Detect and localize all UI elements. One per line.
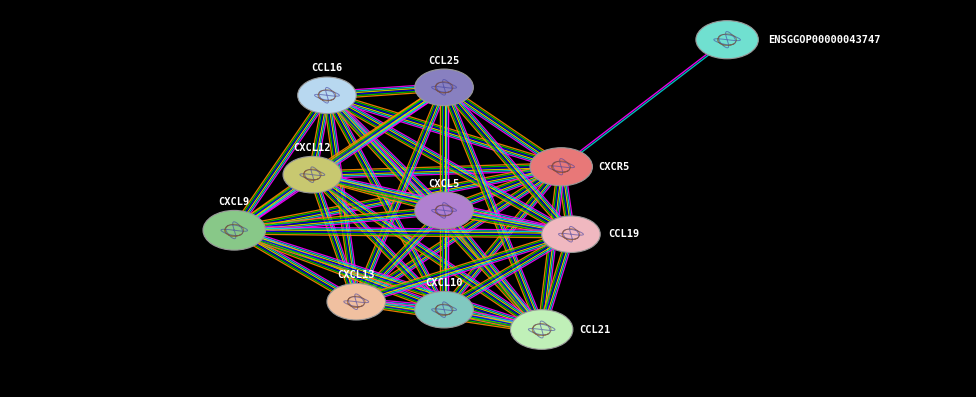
Text: CXCR5: CXCR5 (598, 162, 630, 172)
Text: CCL19: CCL19 (608, 229, 639, 239)
Ellipse shape (203, 210, 265, 250)
Ellipse shape (530, 148, 592, 186)
Text: CXCL10: CXCL10 (426, 278, 463, 288)
Ellipse shape (298, 77, 356, 114)
Ellipse shape (510, 310, 573, 349)
Text: ENSGGOP00000043747: ENSGGOP00000043747 (768, 35, 880, 45)
Ellipse shape (327, 283, 386, 320)
Ellipse shape (542, 216, 600, 252)
Text: CCL25: CCL25 (428, 56, 460, 66)
Ellipse shape (283, 156, 342, 193)
Text: CCL21: CCL21 (579, 324, 610, 335)
Ellipse shape (696, 21, 758, 59)
Ellipse shape (415, 192, 473, 229)
Text: CCL16: CCL16 (311, 64, 343, 73)
Text: CXCL13: CXCL13 (338, 270, 375, 280)
Text: CXCL5: CXCL5 (428, 179, 460, 189)
Ellipse shape (415, 69, 473, 106)
Text: CXCL12: CXCL12 (294, 143, 331, 153)
Text: CXCL9: CXCL9 (219, 197, 250, 207)
Ellipse shape (415, 291, 473, 328)
